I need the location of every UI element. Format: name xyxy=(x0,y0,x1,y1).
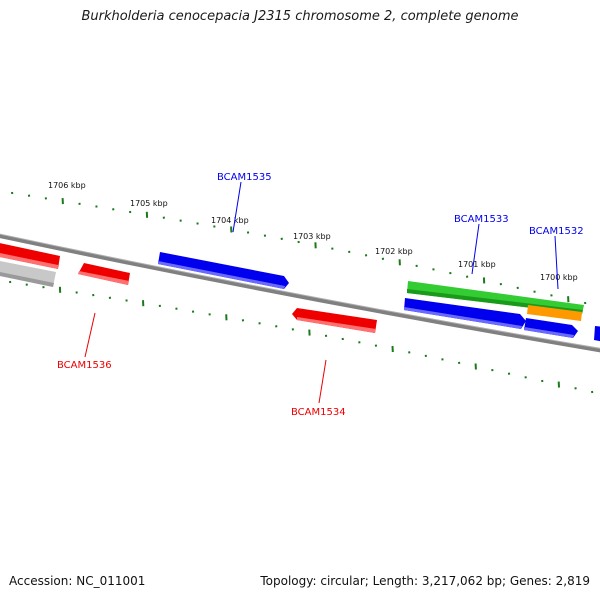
gene-forward-right-edge[interactable] xyxy=(594,326,600,342)
gene-bcam1534-shade xyxy=(297,317,376,333)
map-title: Burkholderia cenocepacia J2315 chromosom… xyxy=(81,9,519,24)
gene-bcam1533-shade xyxy=(404,307,522,329)
kbp-label-1705: 1705 kbp xyxy=(130,199,168,208)
leader-bcam1534 xyxy=(318,359,327,404)
gene-bcam1535-shade xyxy=(158,261,285,289)
gene-bcam1533[interactable] xyxy=(404,298,526,329)
kbp-label-1702: 1702 kbp xyxy=(375,247,413,256)
gene-bcam1536-shade xyxy=(78,271,129,285)
topology-text: Topology: circular; Length: 3,217,062 bp… xyxy=(260,574,590,588)
kbp-label-1701: 1701 kbp xyxy=(458,260,496,269)
gene-bcam1535[interactable] xyxy=(158,252,289,289)
kbp-label-1706: 1706 kbp xyxy=(48,181,86,190)
grey-feature-shade xyxy=(0,272,54,287)
label-bcam1534[interactable]: BCAM1534 xyxy=(291,407,346,418)
kbp-label-1704: 1704 kbp xyxy=(211,216,249,225)
orange-feature[interactable] xyxy=(527,305,582,321)
label-bcam1536[interactable]: BCAM1536 xyxy=(57,360,112,371)
label-bcam1535[interactable]: BCAM1535 xyxy=(217,172,272,183)
leader-bcam1532 xyxy=(554,235,559,290)
genome-backbone-highlight xyxy=(0,233,600,349)
accession-text: Accession: NC_011001 xyxy=(9,574,146,588)
outer-tick-track xyxy=(11,191,587,305)
inner-tick-track xyxy=(9,280,594,394)
leader-bcam1536 xyxy=(84,312,96,358)
kbp-label-1700: 1700 kbp xyxy=(540,273,578,282)
gene-reverse-left-shade xyxy=(0,253,58,269)
genome-backbone xyxy=(0,234,600,353)
kbp-label-1703: 1703 kbp xyxy=(293,232,331,241)
label-bcam1533[interactable]: BCAM1533 xyxy=(454,214,509,225)
leader-bcam1533 xyxy=(471,223,480,275)
gene-bcam1532-shade xyxy=(524,327,574,338)
gene-bcam1532[interactable] xyxy=(524,318,578,338)
grey-feature[interactable] xyxy=(0,260,56,287)
leader-bcam1535 xyxy=(232,181,242,233)
label-bcam1532[interactable]: BCAM1532 xyxy=(529,226,584,237)
